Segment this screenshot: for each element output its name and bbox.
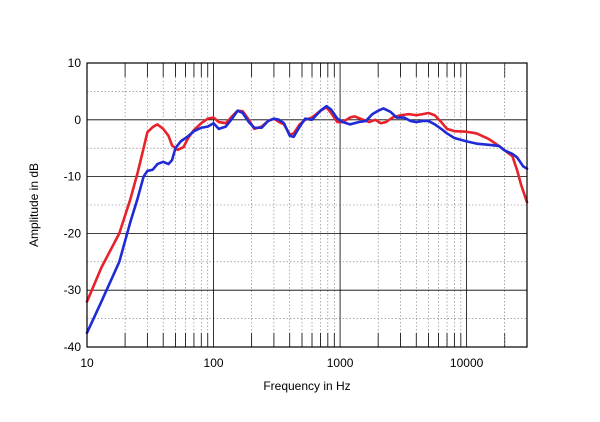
y-tick-label: -20	[64, 226, 82, 240]
y-axis-title: Amplitude in dB	[27, 163, 41, 247]
x-tick-label: 100	[204, 356, 224, 370]
grid	[87, 63, 527, 347]
series-lines	[85, 104, 529, 335]
y-tick-label: 0	[74, 113, 81, 127]
y-tick-label: 10	[68, 56, 82, 70]
x-axis-title: Frequency in Hz	[263, 379, 350, 393]
x-tick-labels: 10 100 1000 10000	[80, 356, 483, 370]
x-tick-label: 10	[80, 356, 94, 370]
y-tick-labels: 10 0 -10 -20 -30 -40	[64, 56, 82, 354]
y-tick-label: -10	[64, 170, 82, 184]
plot-frame	[86, 62, 528, 348]
y-tick-label: -30	[64, 283, 82, 297]
x-tick-label: 1000	[327, 356, 354, 370]
x-tick-label: 10000	[450, 356, 484, 370]
series-line-blue	[85, 104, 529, 335]
y-tick-label: -40	[64, 340, 82, 354]
